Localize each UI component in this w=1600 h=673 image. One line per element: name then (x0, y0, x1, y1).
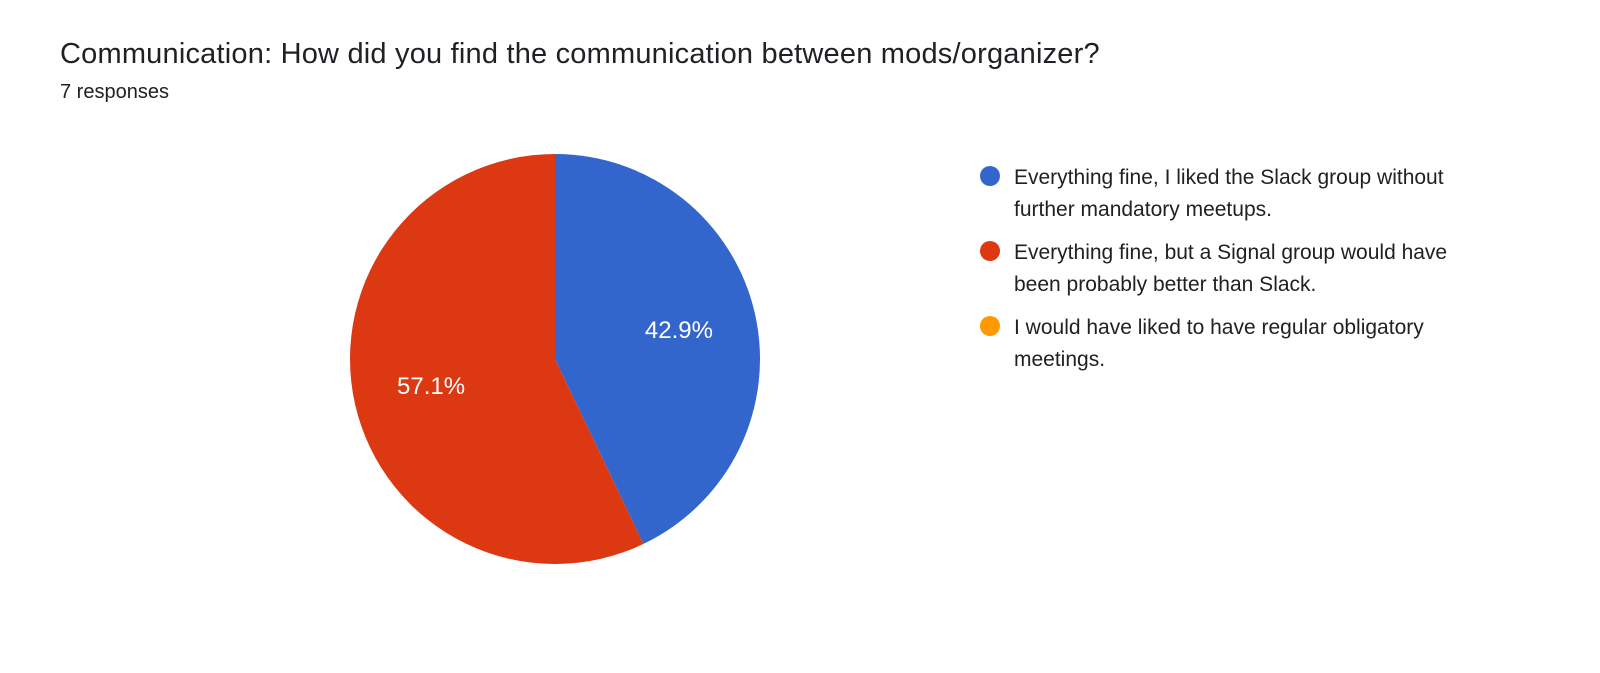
legend-label: Everything fine, but a Signal group woul… (1014, 237, 1484, 300)
pie-slice-label: 42.9% (645, 317, 713, 345)
pie-slice-label: 57.1% (397, 373, 465, 401)
chart-area: 42.9% 57.1% Everything fine, I liked the … (60, 154, 1540, 564)
legend-swatch (980, 316, 1000, 336)
pie-svg (350, 154, 760, 564)
legend-item[interactable]: I would have liked to have regular oblig… (980, 312, 1484, 375)
legend: Everything fine, I liked the Slack group… (980, 162, 1484, 387)
pie-chart: 42.9% 57.1% (350, 154, 760, 564)
chart-container: Communication: How did you find the comm… (0, 0, 1600, 602)
legend-item[interactable]: Everything fine, I liked the Slack group… (980, 162, 1484, 225)
response-count: 7 responses (60, 81, 1540, 104)
legend-swatch (980, 241, 1000, 261)
legend-item[interactable]: Everything fine, but a Signal group woul… (980, 237, 1484, 300)
legend-label: I would have liked to have regular oblig… (1014, 312, 1484, 375)
legend-swatch (980, 166, 1000, 186)
legend-label: Everything fine, I liked the Slack group… (1014, 162, 1484, 225)
chart-title: Communication: How did you find the comm… (60, 38, 1540, 71)
